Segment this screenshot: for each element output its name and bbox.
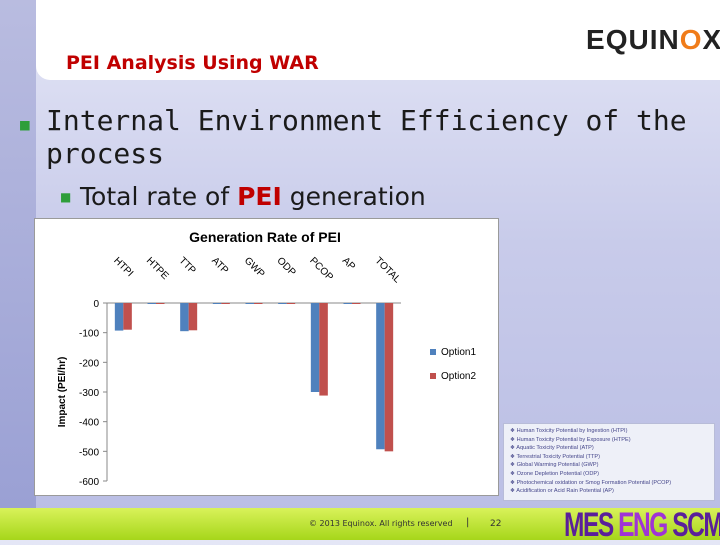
bullet2-suffix: generation [281,182,426,211]
left-decorative-band [0,0,36,510]
y-axis-label: Impact (PEI/hr) [57,357,68,428]
bar-option1 [147,303,156,304]
x-tick-label: TTP [177,255,198,276]
y-tick-label: -400 [79,418,99,429]
logo-part: X [702,24,720,55]
logo-part: UIN [628,24,680,55]
chart-title: Generation Rate of PEI [189,229,341,245]
bar-option1 [114,303,124,331]
impact-category-legend: ❖ Human Toxicity Potential by Ingestion … [503,423,715,501]
y-tick-label: -500 [79,447,99,458]
x-tick-label: TOTAL [373,255,403,285]
x-tick-label: ATP [209,255,230,276]
bar-option2 [188,303,198,331]
bullet2-highlight: PEI [237,182,282,211]
bullet1-text: Internal Environment Efficiency of the p… [46,104,687,170]
legend-box-item: ❖ Global Warming Potential (GWP) [510,462,599,469]
bar-option1 [180,303,189,332]
bar-option2 [319,303,328,396]
brand-part: MES [564,506,614,544]
bar-option1 [245,303,254,304]
logo-part: Q [605,24,629,55]
legend-box-item: ❖ Acidification or Acid Rain Potential (… [510,488,614,495]
chart-container: Generation Rate of PEI Impact (PEI/hr) 0 -1… [34,218,499,496]
bullet2-text: Total rate of PEI generation [60,182,426,211]
slide-title: PEI Analysis Using WAR [66,52,319,74]
logo-part-accent: O [679,24,703,55]
y-tick-label: 0 [93,299,99,310]
legend-box-item: ❖ Photochemical oxidation or Smog Format… [510,479,672,486]
bar-option1 [310,303,320,392]
bar-option2 [286,303,296,304]
bar-option2 [254,303,263,304]
header-panel [36,0,720,80]
bar-option2 [221,303,230,304]
x-tick-label: ODP [275,255,298,278]
legend-box-item: ❖ Aquatic Toxicity Potential (ATP) [510,445,594,452]
bar-option2 [384,303,394,452]
brand-part: SCM [672,506,720,544]
footer-bar [0,508,720,540]
legend-swatch [430,373,436,379]
y-tick-label: -300 [79,388,99,399]
bar-option1 [212,303,222,304]
bar-option2 [156,303,165,304]
footer-separator: | [466,517,470,528]
pei-bar-chart: Generation Rate of PEI Impact (PEI/hr) 0 -1… [57,229,476,488]
bullet2-prefix: Total rate of [80,182,238,211]
legend-swatch [430,349,436,355]
legend-box-item: ❖ Terrestrial Toxicity Potential (TTP) [510,453,600,460]
bar-option1 [343,303,352,304]
legend-label: Option2 [441,371,476,382]
legend-label: Option1 [441,347,476,358]
bar-option2 [352,303,361,304]
x-tick-label: HTPI [111,255,135,279]
page-number: 22 [490,519,502,529]
bar-option1 [278,303,287,304]
equinox-logo: EQUINOX [586,24,720,56]
bar-option1 [376,303,385,450]
logo-part: E [586,24,606,55]
y-tick-label: -200 [79,358,99,369]
bullet-square-icon: ■ [20,115,30,134]
bar-option2 [123,303,132,330]
brand-logo: MES ENG SCM [564,506,720,545]
y-tick-label: -100 [79,329,99,340]
bullet-level2: ■ Total rate of PEI generation [60,182,426,211]
x-tick-label: AP [340,255,357,272]
legend-box-item: ❖ Human Toxicity Potential by Exposure (… [510,436,631,443]
legend-box-item: ❖ Human Toxicity Potential by Ingestion … [510,428,628,434]
x-tick-label: GWP [242,255,267,280]
x-tick-label: HTPE [144,255,171,282]
x-tick-label: PCOP [307,255,335,283]
brand-part: ENG [618,506,668,544]
copyright-text: © 2013 Equinox. All rights reserved [309,519,453,528]
bullet-level1: ■ Internal Environment Efficiency of the… [20,104,700,170]
bullet-square-icon: ■ [60,190,72,204]
legend-box-item: ❖ Ozone Depletion Potential (ODP) [510,471,599,477]
y-tick-label: -600 [79,477,99,488]
